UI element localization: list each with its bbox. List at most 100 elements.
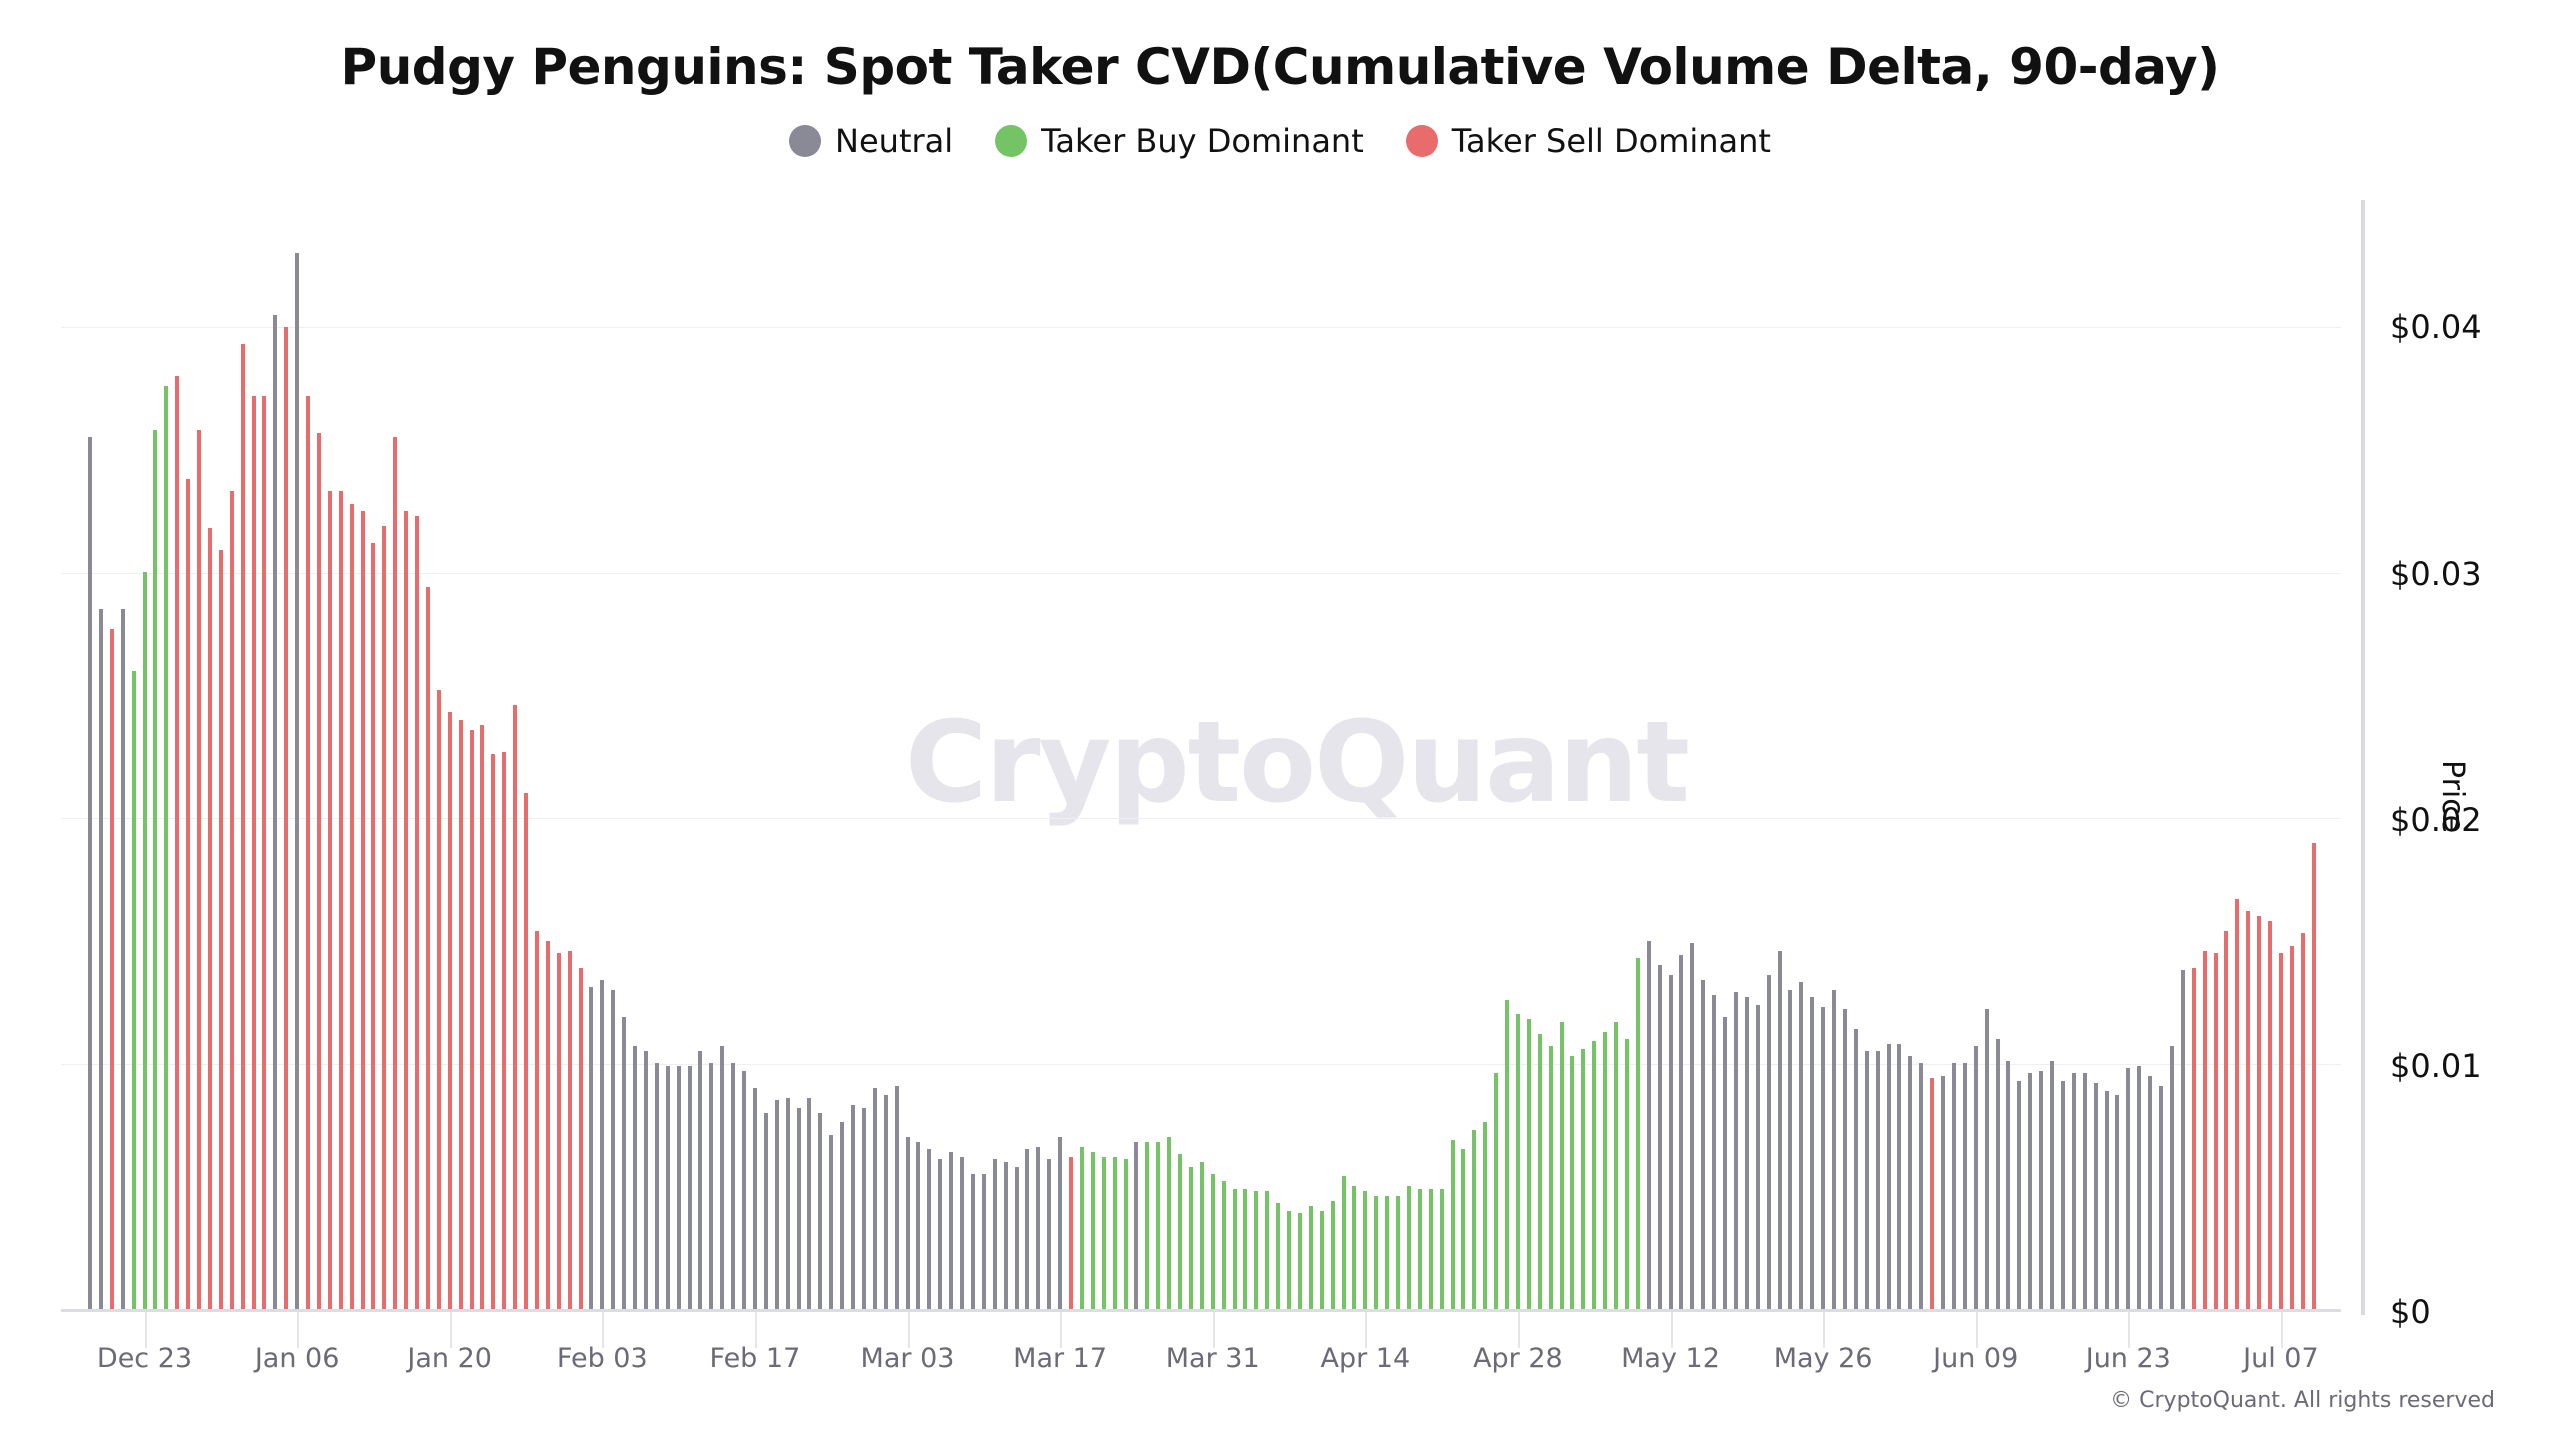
neutral-bar[interactable] (774, 1100, 779, 1309)
neutral-bar[interactable] (1014, 1167, 1019, 1309)
neutral-bar[interactable] (2028, 1073, 2033, 1309)
taker-sell-bar[interactable] (2311, 843, 2316, 1309)
neutral-bar[interactable] (970, 1174, 975, 1309)
taker-buy-bar[interactable] (1330, 1201, 1335, 1309)
neutral-bar[interactable] (1788, 990, 1793, 1309)
taker-sell-bar[interactable] (513, 705, 518, 1309)
neutral-bar[interactable] (1701, 980, 1706, 1309)
neutral-bar[interactable] (807, 1098, 812, 1309)
neutral-bar[interactable] (883, 1095, 888, 1309)
taker-buy-bar[interactable] (1526, 1019, 1531, 1309)
taker-sell-bar[interactable] (436, 690, 441, 1309)
taker-buy-bar[interactable] (153, 430, 158, 1309)
neutral-bar[interactable] (1799, 982, 1804, 1309)
taker-buy-bar[interactable] (164, 386, 169, 1309)
neutral-bar[interactable] (731, 1063, 736, 1309)
neutral-bar[interactable] (1047, 1159, 1052, 1309)
neutral-bar[interactable] (1886, 1044, 1891, 1309)
taker-sell-bar[interactable] (360, 511, 365, 1309)
taker-sell-bar[interactable] (2289, 946, 2294, 1309)
neutral-bar[interactable] (796, 1108, 801, 1309)
neutral-bar[interactable] (763, 1113, 768, 1309)
taker-sell-bar[interactable] (425, 587, 430, 1309)
taker-buy-bar[interactable] (1123, 1159, 1128, 1309)
taker-buy-bar[interactable] (1494, 1073, 1499, 1309)
neutral-bar[interactable] (273, 315, 278, 1309)
neutral-bar[interactable] (829, 1135, 834, 1309)
taker-sell-bar[interactable] (1930, 1078, 1935, 1309)
taker-sell-bar[interactable] (262, 396, 267, 1309)
taker-buy-bar[interactable] (1308, 1206, 1313, 1309)
neutral-bar[interactable] (1755, 1005, 1760, 1309)
taker-buy-bar[interactable] (1417, 1189, 1422, 1309)
neutral-bar[interactable] (709, 1063, 714, 1309)
neutral-bar[interactable] (785, 1098, 790, 1309)
taker-sell-bar[interactable] (415, 516, 419, 1309)
taker-sell-bar[interactable] (491, 754, 496, 1309)
neutral-bar[interactable] (1853, 1029, 1858, 1309)
neutral-bar[interactable] (2082, 1073, 2087, 1309)
neutral-bar[interactable] (960, 1157, 964, 1309)
taker-sell-bar[interactable] (480, 725, 485, 1309)
taker-sell-bar[interactable] (2300, 933, 2305, 1309)
taker-sell-bar[interactable] (2257, 916, 2262, 1309)
taker-sell-bar[interactable] (251, 396, 256, 1309)
taker-buy-bar[interactable] (1287, 1211, 1291, 1309)
taker-sell-bar[interactable] (2278, 953, 2283, 1309)
neutral-bar[interactable] (1875, 1051, 1880, 1309)
taker-sell-bar[interactable] (327, 491, 332, 1309)
taker-buy-bar[interactable] (1548, 1046, 1553, 1309)
taker-buy-bar[interactable] (131, 671, 136, 1309)
neutral-bar[interactable] (1777, 951, 1782, 1309)
neutral-bar[interactable] (2126, 1068, 2131, 1309)
taker-buy-bar[interactable] (1450, 1140, 1455, 1309)
neutral-bar[interactable] (643, 1051, 648, 1309)
neutral-bar[interactable] (1821, 1007, 1826, 1309)
taker-sell-bar[interactable] (207, 528, 212, 1309)
neutral-bar[interactable] (894, 1086, 899, 1309)
neutral-bar[interactable] (600, 980, 605, 1309)
taker-buy-bar[interactable] (1483, 1122, 1488, 1309)
taker-sell-bar[interactable] (2191, 968, 2196, 1309)
taker-sell-bar[interactable] (447, 712, 452, 1309)
neutral-bar[interactable] (622, 1017, 627, 1309)
neutral-bar[interactable] (1025, 1149, 1030, 1309)
neutral-bar[interactable] (2050, 1061, 2054, 1309)
taker-buy-bar[interactable] (1199, 1162, 1204, 1309)
neutral-bar[interactable] (654, 1063, 659, 1309)
taker-sell-bar[interactable] (2202, 951, 2207, 1309)
taker-sell-bar[interactable] (284, 327, 289, 1309)
neutral-bar[interactable] (2093, 1083, 2098, 1309)
taker-sell-bar[interactable] (240, 344, 245, 1309)
neutral-bar[interactable] (589, 987, 594, 1309)
legend-item-taker-sell[interactable]: Taker Sell Dominant (1405, 122, 1771, 160)
taker-sell-bar[interactable] (218, 550, 223, 1309)
neutral-bar[interactable] (927, 1149, 932, 1309)
taker-buy-bar[interactable] (1232, 1189, 1237, 1309)
neutral-bar[interactable] (1744, 997, 1749, 1309)
taker-sell-bar[interactable] (524, 793, 528, 1309)
neutral-bar[interactable] (2104, 1091, 2109, 1309)
neutral-bar[interactable] (2017, 1081, 2022, 1309)
taker-sell-bar[interactable] (2224, 931, 2229, 1309)
neutral-bar[interactable] (633, 1046, 637, 1309)
neutral-bar[interactable] (2137, 1066, 2142, 1309)
taker-sell-bar[interactable] (534, 931, 539, 1309)
taker-sell-bar[interactable] (393, 437, 398, 1309)
legend-item-taker-buy[interactable]: Taker Buy Dominant (995, 122, 1364, 160)
taker-sell-bar[interactable] (175, 376, 180, 1309)
neutral-bar[interactable] (872, 1088, 877, 1309)
neutral-bar[interactable] (720, 1046, 725, 1309)
neutral-bar[interactable] (676, 1066, 681, 1309)
taker-buy-bar[interactable] (1461, 1149, 1466, 1309)
neutral-bar[interactable] (1864, 1051, 1869, 1309)
taker-sell-bar[interactable] (2268, 921, 2272, 1309)
neutral-bar[interactable] (861, 1108, 866, 1309)
neutral-bar[interactable] (1995, 1039, 2000, 1309)
legend-item-neutral[interactable]: Neutral (789, 122, 953, 160)
neutral-bar[interactable] (1733, 992, 1738, 1309)
taker-buy-bar[interactable] (1592, 1041, 1597, 1309)
taker-sell-bar[interactable] (229, 491, 234, 1309)
taker-sell-bar[interactable] (404, 511, 409, 1309)
taker-sell-bar[interactable] (382, 526, 387, 1309)
